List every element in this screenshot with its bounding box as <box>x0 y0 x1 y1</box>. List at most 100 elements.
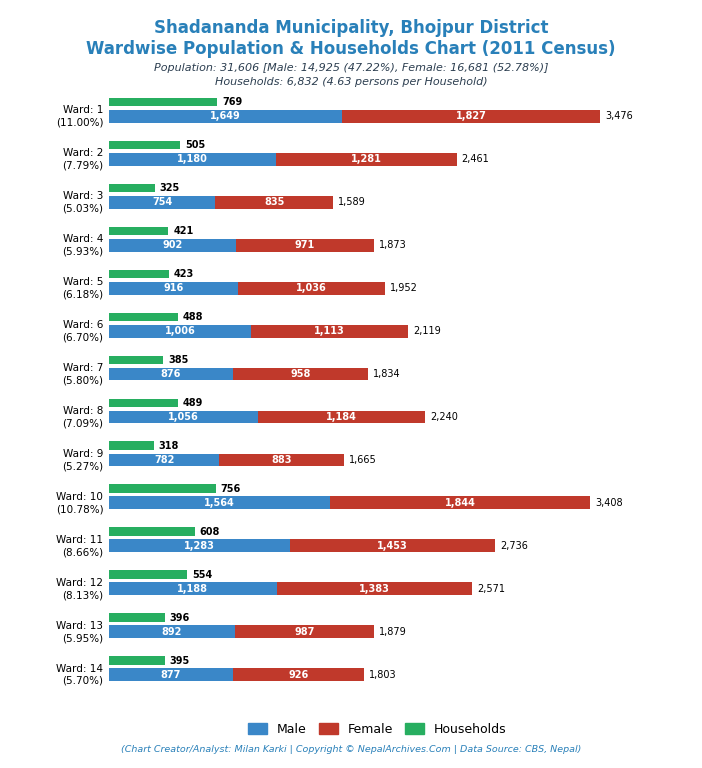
Text: 883: 883 <box>272 455 292 465</box>
Text: 3,476: 3,476 <box>605 111 633 121</box>
Text: 892: 892 <box>161 627 182 637</box>
Text: 396: 396 <box>170 613 190 623</box>
Text: Population: 31,606 [Male: 14,925 (47.22%), Female: 16,681 (52.78%)]: Population: 31,606 [Male: 14,925 (47.22%… <box>154 63 548 73</box>
Bar <box>109 313 178 321</box>
Text: 505: 505 <box>185 140 206 150</box>
Bar <box>109 325 251 337</box>
Bar <box>109 625 235 638</box>
Bar <box>277 582 472 595</box>
Bar <box>237 239 373 252</box>
Text: 916: 916 <box>164 283 184 293</box>
Bar <box>109 454 219 466</box>
Text: 756: 756 <box>220 484 241 494</box>
Text: 608: 608 <box>199 527 220 537</box>
Text: 1,564: 1,564 <box>204 498 234 508</box>
Text: 325: 325 <box>159 183 180 193</box>
Text: 2,571: 2,571 <box>477 584 505 594</box>
Text: 1,180: 1,180 <box>177 154 208 164</box>
Bar <box>251 325 409 337</box>
Bar <box>109 614 165 622</box>
Bar <box>219 454 344 466</box>
Bar <box>109 110 342 123</box>
Text: 835: 835 <box>264 197 284 207</box>
Bar <box>109 239 237 252</box>
Bar <box>109 141 180 149</box>
Bar <box>238 282 385 295</box>
Text: 395: 395 <box>170 656 190 666</box>
Text: 2,240: 2,240 <box>430 412 458 422</box>
Bar <box>235 625 374 638</box>
Text: 1,283: 1,283 <box>184 541 215 551</box>
Bar <box>109 153 276 166</box>
Bar <box>109 528 194 536</box>
Text: 488: 488 <box>183 312 203 322</box>
Bar <box>109 282 238 295</box>
Bar <box>109 539 290 552</box>
Text: 1,006: 1,006 <box>164 326 195 336</box>
Text: 2,461: 2,461 <box>461 154 489 164</box>
Text: 1,383: 1,383 <box>359 584 390 594</box>
Bar <box>109 184 154 192</box>
Bar <box>109 227 168 235</box>
Text: 769: 769 <box>223 97 243 107</box>
Text: 423: 423 <box>173 269 194 279</box>
Text: 1,952: 1,952 <box>390 283 418 293</box>
Text: 877: 877 <box>161 670 181 680</box>
Text: Households: 6,832 (4.63 persons per Household): Households: 6,832 (4.63 persons per Hous… <box>215 77 487 87</box>
Bar <box>109 98 218 106</box>
Text: 385: 385 <box>168 355 189 365</box>
Text: 1,453: 1,453 <box>378 541 408 551</box>
Text: 1,649: 1,649 <box>210 111 241 121</box>
Bar <box>109 496 330 509</box>
Text: 782: 782 <box>154 455 174 465</box>
Text: 1,184: 1,184 <box>326 412 357 422</box>
Text: (Chart Creator/Analyst: Milan Karki | Copyright © NepalArchives.Com | Data Sourc: (Chart Creator/Analyst: Milan Karki | Co… <box>121 745 581 754</box>
Text: 3,408: 3,408 <box>595 498 623 508</box>
Bar <box>109 399 178 407</box>
Text: 489: 489 <box>183 398 204 408</box>
Bar <box>109 582 277 595</box>
Text: 1,589: 1,589 <box>338 197 366 207</box>
Text: 902: 902 <box>162 240 183 250</box>
Text: 2,119: 2,119 <box>413 326 441 336</box>
Bar <box>258 411 425 423</box>
Bar <box>109 485 216 493</box>
Bar <box>109 356 164 364</box>
Bar <box>330 496 590 509</box>
Text: 1,281: 1,281 <box>351 154 381 164</box>
Text: 1,188: 1,188 <box>178 584 208 594</box>
Text: 421: 421 <box>173 226 194 236</box>
Text: 876: 876 <box>161 369 181 379</box>
Bar <box>109 196 216 209</box>
Text: 1,803: 1,803 <box>369 670 396 680</box>
Bar <box>109 668 233 681</box>
Legend: Male, Female, Households: Male, Female, Households <box>243 718 512 740</box>
Text: 987: 987 <box>294 627 314 637</box>
Text: 958: 958 <box>290 369 310 379</box>
Text: 1,834: 1,834 <box>373 369 401 379</box>
Text: 318: 318 <box>159 441 179 451</box>
Text: 1,113: 1,113 <box>314 326 345 336</box>
Bar <box>109 442 154 450</box>
Text: Wardwise Population & Households Chart (2011 Census): Wardwise Population & Households Chart (… <box>86 40 616 58</box>
Bar <box>342 110 600 123</box>
Text: 1,844: 1,844 <box>444 498 475 508</box>
Bar <box>109 657 165 665</box>
Text: 926: 926 <box>288 670 308 680</box>
Text: 1,879: 1,879 <box>379 627 407 637</box>
Text: 971: 971 <box>295 240 315 250</box>
Bar <box>232 368 368 380</box>
Text: Shadananda Municipality, Bhojpur District: Shadananda Municipality, Bhojpur Distric… <box>154 19 548 37</box>
Text: 1,056: 1,056 <box>168 412 199 422</box>
Text: 1,827: 1,827 <box>456 111 486 121</box>
Bar <box>109 368 232 380</box>
Text: 1,873: 1,873 <box>378 240 406 250</box>
Bar <box>109 571 187 579</box>
Text: 2,736: 2,736 <box>501 541 529 551</box>
Bar <box>233 668 364 681</box>
Bar <box>216 196 333 209</box>
Bar <box>109 270 168 278</box>
Text: 554: 554 <box>192 570 212 580</box>
Text: 754: 754 <box>152 197 172 207</box>
Text: 1,036: 1,036 <box>296 283 327 293</box>
